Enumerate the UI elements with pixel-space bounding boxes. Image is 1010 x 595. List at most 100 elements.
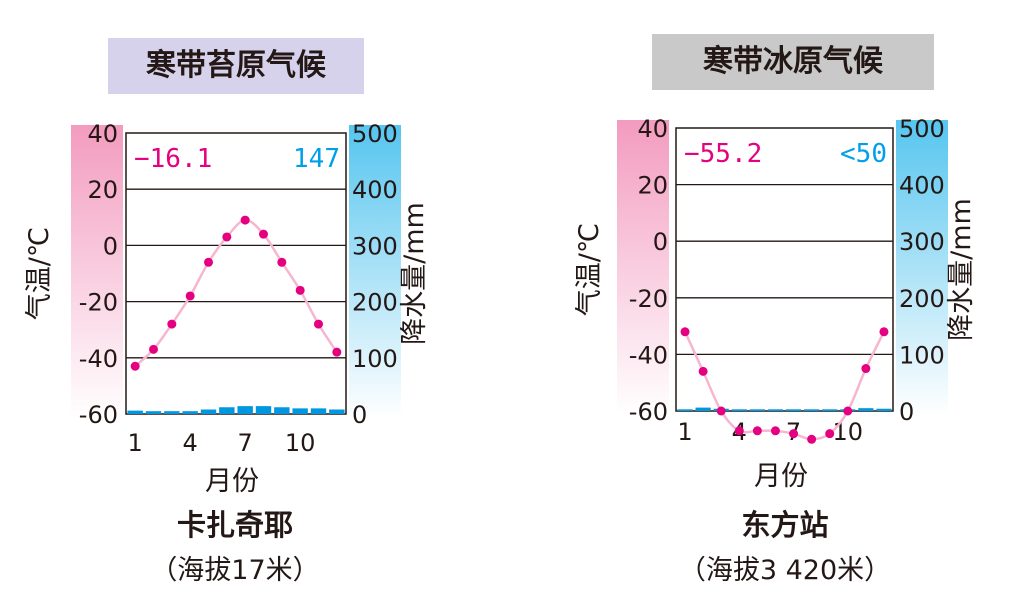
- temperature-point: [295, 285, 305, 295]
- temp-axis-title: 气温/℃: [574, 223, 605, 316]
- temp-tick-label: -60: [79, 401, 118, 429]
- temperature-point: [277, 257, 287, 267]
- temperature-point: [861, 364, 871, 374]
- month-tick-label: 4: [183, 429, 198, 457]
- temp-tick-label: -20: [629, 285, 668, 313]
- temp-tick-label: 0: [653, 228, 668, 256]
- precip-bar: [731, 409, 747, 411]
- annual-temperature-label: −55.2: [684, 139, 762, 169]
- precip-bar: [695, 407, 711, 411]
- temp-tick-label: -40: [79, 345, 118, 373]
- temperature-point: [240, 215, 250, 225]
- precip-bar: [310, 408, 327, 414]
- annual-precipitation-label: 147: [293, 144, 340, 174]
- temperature-point: [879, 327, 889, 337]
- precip-bar: [749, 409, 765, 411]
- precip-tick-label: 300: [899, 228, 945, 256]
- temperature-point: [807, 434, 817, 444]
- precip-tick-label: 200: [352, 289, 398, 317]
- temperature-point: [698, 366, 708, 376]
- precip-bar: [145, 411, 162, 414]
- precip-scale-band: [349, 125, 401, 418]
- precip-tick-label: 100: [899, 341, 945, 369]
- precip-bar: [804, 409, 820, 411]
- precip-bar: [127, 410, 143, 414]
- annual-temperature-label: −16.1: [134, 144, 212, 174]
- month-tick-label: 7: [238, 429, 253, 457]
- temperature-point: [789, 429, 799, 439]
- temperature-point: [130, 361, 140, 371]
- temperature-point: [204, 257, 213, 267]
- month-tick-label: 1: [128, 429, 143, 457]
- precip-bar: [200, 409, 217, 414]
- plot-area: [675, 127, 894, 412]
- precip-bar: [767, 409, 784, 411]
- temperature-point: [752, 426, 762, 436]
- plot-area: [125, 132, 347, 415]
- precip-bar: [677, 409, 693, 411]
- temperature-point: [734, 426, 744, 436]
- precip-bar: [219, 407, 235, 414]
- precip-tick-label: 100: [352, 345, 398, 373]
- precip-axis-title: 降水量/mm: [399, 202, 430, 345]
- temp-tick-label: 40: [87, 120, 118, 148]
- temp-tick-label: 0: [103, 232, 118, 260]
- temperature-point: [167, 319, 177, 329]
- month-tick-label: 10: [285, 429, 316, 457]
- temp-tick-label: -60: [629, 398, 668, 426]
- temperature-point: [149, 344, 158, 354]
- precip-tick-label: 0: [352, 401, 367, 429]
- precip-bar: [255, 406, 272, 414]
- temp-scale-band: [71, 125, 123, 418]
- precip-bar: [876, 408, 892, 411]
- temp-tick-label: -20: [79, 289, 118, 317]
- precip-bar: [329, 409, 345, 414]
- precip-tick-label: 0: [899, 398, 914, 426]
- temperature-point: [332, 347, 342, 357]
- temp-tick-label: 20: [87, 176, 118, 204]
- month-tick-label: 10: [833, 418, 864, 446]
- temp-axis-title: 气温/℃: [24, 227, 55, 320]
- temperature-point: [716, 406, 726, 416]
- chart-2-station: 东方站: [741, 508, 829, 542]
- precip-tick-label: 300: [352, 232, 398, 260]
- temperature-point: [222, 232, 232, 242]
- temperature-point: [825, 429, 835, 439]
- precip-tick-label: 200: [899, 285, 945, 313]
- temperature-point: [680, 327, 690, 337]
- chart-1-station: 卡扎奇耶: [176, 508, 293, 542]
- precip-tick-label: 400: [899, 172, 945, 200]
- precip-bar: [292, 408, 308, 414]
- precip-bar: [785, 409, 802, 411]
- precip-bar: [182, 411, 198, 414]
- temperature-point: [843, 406, 853, 416]
- month-axis-title: 月份: [205, 466, 259, 497]
- precip-bar: [237, 406, 253, 414]
- precip-bar: [164, 411, 180, 414]
- temp-tick-label: -40: [629, 341, 668, 369]
- temperature-point: [259, 229, 268, 239]
- month-axis-title: 月份: [754, 461, 808, 492]
- precip-scale-band: [896, 120, 948, 415]
- annual-precipitation-label: <50: [840, 139, 887, 169]
- temperature-point: [770, 426, 780, 436]
- chart-2-elevation: （海拔3 420米）: [678, 555, 892, 586]
- precip-tick-label: 500: [352, 120, 398, 148]
- chart-1-elevation: （海拔17米）: [150, 555, 320, 586]
- temperature-point: [314, 319, 323, 329]
- temp-scale-band: [617, 120, 669, 415]
- temp-tick-label: 20: [637, 172, 668, 200]
- temperature-point: [185, 291, 195, 301]
- precip-bar: [822, 409, 838, 411]
- precip-tick-label: 400: [352, 176, 398, 204]
- precip-axis-title: 降水量/mm: [946, 198, 977, 341]
- chart-2-title: 寒带冰原气候: [652, 34, 934, 90]
- chart-1-title: 寒带苔原气候: [108, 38, 364, 94]
- precip-bar: [858, 408, 874, 411]
- precip-bar: [274, 407, 290, 414]
- precip-tick-label: 500: [899, 115, 945, 143]
- month-tick-label: 1: [677, 418, 692, 446]
